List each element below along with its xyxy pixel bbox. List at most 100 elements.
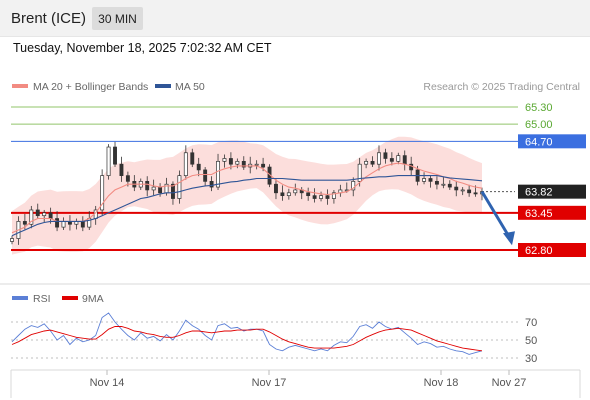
candle-body [10, 238, 14, 242]
rsi-tick-50: 50 [525, 335, 537, 347]
research-credit: Research © 2025 Trading Central [423, 81, 580, 93]
candle-body [319, 195, 323, 199]
candle-body [312, 195, 317, 199]
candle-body [183, 152, 188, 176]
candle-body [383, 152, 388, 159]
ma50-line [11, 175, 483, 237]
ma20-bollinger-legend-swatch [12, 84, 28, 88]
candle-body [158, 186, 163, 194]
candle-body [325, 195, 330, 199]
candle-body [441, 183, 446, 186]
candle-body [454, 186, 459, 191]
candle-body [473, 192, 478, 195]
candle-body [42, 212, 47, 217]
x-axis-ticks: Nov 14 Nov 17 Nov 18 Nov 27 [90, 370, 527, 389]
9ma-legend-swatch [62, 296, 78, 300]
level-label-63-82: 63.82 [525, 187, 553, 199]
candle-body [106, 146, 111, 176]
chart-timestamp: Tuesday, November 18, 2025 7:02:32 AM CE… [13, 41, 272, 55]
candle-body [357, 163, 362, 182]
candle-body [151, 186, 156, 191]
rsi-legend-label: RSI [33, 293, 51, 305]
candle-body [280, 192, 285, 197]
9ma-legend-label: 9MA [82, 293, 104, 305]
candle-body [254, 163, 259, 166]
projection-arrow-head [503, 231, 515, 246]
candle-body [113, 146, 117, 165]
candle-body [389, 158, 394, 162]
candle-body [203, 169, 208, 182]
candle-body [293, 189, 298, 194]
candle-body [209, 181, 214, 188]
candle-body [235, 160, 240, 165]
candle-body [48, 212, 53, 219]
candle-body [370, 160, 375, 165]
candle-body [228, 158, 233, 165]
level-label-62-80-box [518, 243, 586, 257]
candle-body [35, 209, 40, 217]
rsi-pane: 70 50 30 [11, 312, 537, 365]
candle-body [216, 160, 220, 188]
candle-body [364, 160, 369, 165]
candle-body [171, 183, 175, 199]
candle-body [22, 221, 27, 225]
candle-body [460, 189, 465, 192]
x-tick-label: Nov 14 [90, 377, 125, 389]
level-label-63-45: 63.45 [525, 208, 553, 220]
candle-body [396, 155, 401, 162]
x-tick-label: Nov 18 [424, 377, 459, 389]
ma20-bollinger-legend-label: MA 20 + Bollinger Bands [33, 81, 148, 93]
candle-body [196, 163, 201, 171]
candle-body [29, 209, 34, 225]
rsi-tick-70: 70 [525, 317, 537, 329]
candle-body [55, 218, 60, 228]
candle-body [331, 192, 336, 199]
level-label-65-00: 65.00 [525, 119, 553, 131]
bollinger-band [12, 136, 482, 255]
level-label-62-80: 62.80 [525, 245, 553, 257]
candle-body [190, 152, 195, 165]
candle-body [306, 192, 311, 197]
candle-body [222, 158, 227, 162]
candle-body [428, 178, 433, 182]
candle-body [119, 163, 124, 176]
candle-body [145, 181, 150, 191]
instrument-title: Brent (ICE) [11, 10, 87, 27]
price-pane: 65.30 65.00 64.70 63.82 63.45 62.80 [10, 102, 586, 257]
rsi-line [11, 312, 483, 355]
rsi-tick-30: 30 [525, 353, 537, 365]
ma50-legend-swatch [155, 84, 171, 88]
candle-body [241, 160, 246, 168]
candle-body [422, 178, 427, 182]
candle-body [447, 183, 452, 188]
rsi-legend: RSI 9MA [12, 293, 104, 305]
candle-body [434, 181, 439, 185]
ma20-line [11, 162, 483, 234]
level-label-63-82-box [518, 184, 586, 199]
candle-body [80, 221, 85, 228]
9ma-line [11, 326, 483, 352]
ma50-legend-label: MA 50 [175, 81, 205, 93]
candle-body [125, 175, 130, 182]
candle-body [100, 175, 105, 211]
candle-body [61, 221, 66, 228]
x-tick-label: Nov 17 [252, 377, 287, 389]
level-label-65-30: 65.30 [525, 102, 553, 114]
candle-body [286, 192, 291, 197]
level-label-64-70: 64.70 [525, 136, 553, 148]
x-tick-label: Nov 27 [492, 377, 527, 389]
candle-body [261, 163, 266, 168]
candle-body [351, 181, 356, 191]
candle-body [467, 189, 472, 194]
candle-body [377, 152, 381, 165]
level-label-63-45-box [518, 205, 586, 220]
projection-arrow-shaft [480, 190, 512, 240]
level-label-64-70-box [518, 134, 586, 149]
chart-header: Brent (ICE) 30 MIN [0, 0, 590, 37]
candle-body [177, 175, 182, 199]
rsi-legend-swatch [12, 296, 28, 300]
candle-body [402, 155, 407, 165]
candle-body [274, 183, 278, 194]
timeframe-badge[interactable]: 30 MIN [92, 7, 143, 30]
